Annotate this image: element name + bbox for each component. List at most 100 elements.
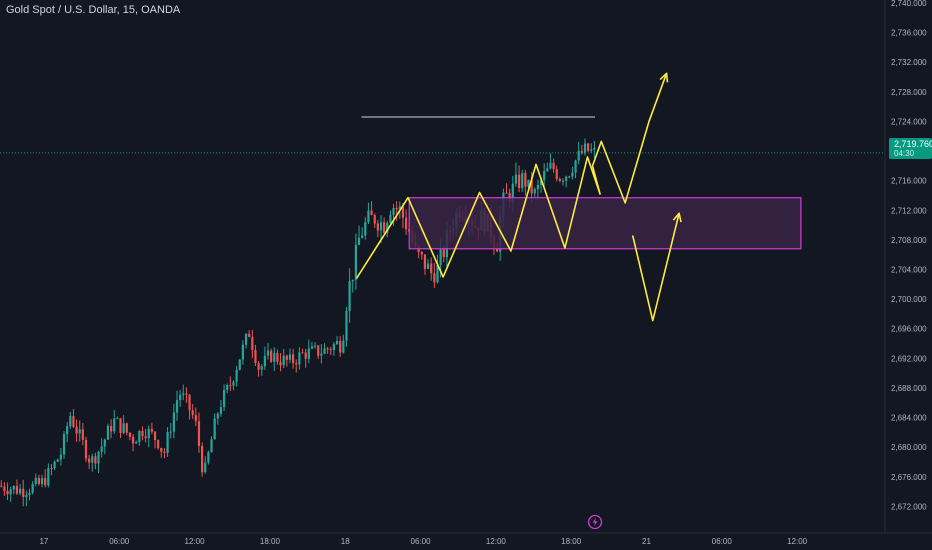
candle-body [549, 162, 552, 169]
candle-body [244, 334, 248, 345]
candle-body [141, 430, 144, 437]
candle-body [9, 489, 12, 495]
candle-body [530, 179, 533, 194]
y-tick-label: 2,692.000 [891, 354, 927, 363]
zigzag-projection[interactable] [355, 73, 668, 279]
candle-body [119, 418, 122, 433]
candle-body [191, 410, 194, 416]
time-axis[interactable]: 17 06:00 12:00 18:00 18 06:00 12:00 18:00 21 06:0… [39, 537, 807, 546]
y-tick-label: 2,684.000 [891, 414, 927, 423]
candle-body [88, 458, 91, 463]
candle-body [34, 477, 37, 484]
candle-body [100, 446, 103, 452]
candle-body [543, 171, 546, 181]
candle-body [207, 452, 210, 463]
candle-body [40, 478, 44, 485]
candle-body [496, 248, 499, 252]
candle-body [329, 349, 332, 351]
candle-body [568, 176, 571, 178]
x-tick-label: 18:00 [260, 537, 281, 546]
candle-body [238, 359, 241, 370]
y-tick-label: 2,728.000 [891, 88, 927, 97]
candle-body [75, 426, 78, 434]
candle-body [163, 451, 166, 453]
y-tick-label: 2,716.000 [891, 177, 927, 186]
candle-body [72, 416, 75, 427]
demand-zone[interactable] [408, 197, 802, 250]
x-tick-label: 06:00 [411, 537, 432, 546]
candle-body [28, 492, 31, 495]
candle-body [113, 418, 116, 432]
candle-body [370, 210, 373, 216]
candle-body [524, 173, 527, 187]
candle-body [565, 176, 568, 181]
candle-body [103, 439, 106, 447]
candle-body [590, 149, 593, 151]
candle-body [144, 436, 147, 439]
candle-body [364, 222, 367, 236]
lightning-circle-icon[interactable] [587, 514, 603, 530]
x-tick-label: 18 [341, 537, 350, 546]
candle-body [153, 431, 157, 441]
candle-body [345, 310, 348, 341]
x-tick-label: 06:00 [109, 537, 130, 546]
candle-body [298, 352, 301, 365]
candle-body [546, 168, 549, 172]
candle-body [122, 423, 125, 433]
candle-body [248, 334, 251, 337]
candle-body [279, 361, 282, 366]
candle-body [251, 336, 254, 351]
candle-body [555, 169, 558, 179]
candle-body [128, 432, 132, 437]
candle-body [150, 428, 153, 432]
candle-body [335, 340, 339, 345]
candle-body [109, 426, 113, 432]
candle-body [389, 214, 392, 223]
candle-body [426, 263, 430, 269]
candle-body [577, 151, 580, 161]
candle-body [521, 173, 524, 189]
candle-body [539, 180, 543, 185]
candle-body [266, 350, 270, 356]
candle-body [361, 235, 364, 238]
candle-body [514, 174, 518, 184]
candle-body [125, 423, 128, 433]
candle-body [257, 363, 260, 370]
candle-body [22, 488, 25, 498]
candle-body [342, 340, 345, 353]
candle-body [97, 451, 100, 464]
candle-body [395, 208, 398, 210]
y-tick-label: 2,724.000 [891, 117, 927, 126]
candle-body [583, 143, 587, 154]
candle-body [580, 151, 583, 154]
candle-body [222, 389, 226, 408]
candle-body [533, 189, 536, 194]
candle-body [53, 461, 56, 469]
y-tick-label: 2,712.000 [891, 206, 927, 215]
candle-body [386, 222, 389, 233]
candle-body [37, 477, 41, 485]
candle-body [160, 448, 163, 452]
candle-body [285, 355, 288, 360]
candle-body [201, 445, 204, 473]
candle-body [392, 208, 395, 215]
candle-body [15, 486, 19, 494]
y-tick-label: 2,700.000 [891, 295, 927, 304]
up-arrow-head [659, 72, 669, 83]
candle-body [84, 439, 88, 459]
candle-body [229, 385, 232, 387]
candle-body [232, 381, 235, 386]
candle-body [116, 418, 119, 420]
candle-body [172, 412, 175, 432]
candle-body [313, 345, 317, 347]
alternative-projection[interactable] [631, 213, 680, 322]
x-tick-label: 12:00 [185, 537, 206, 546]
candle-body [3, 486, 6, 491]
candle-body [323, 348, 326, 354]
y-tick-label: 2,708.000 [891, 236, 927, 245]
candle-body [175, 400, 179, 413]
candle-body [357, 237, 361, 245]
candle-body [404, 217, 408, 230]
candle-body [263, 355, 266, 367]
